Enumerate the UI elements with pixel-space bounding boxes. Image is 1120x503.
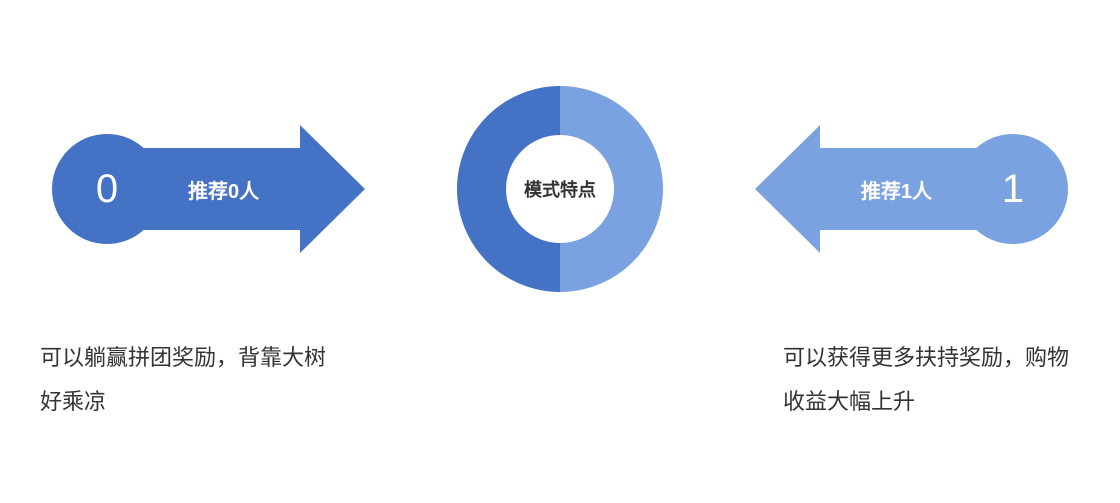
right-description: 可以获得更多扶持奖励，购物收益大幅上升 <box>783 336 1083 424</box>
left-number-circle: 0 <box>52 134 162 244</box>
donut-label: 模式特点 <box>524 176 596 202</box>
left-number: 0 <box>96 167 118 212</box>
diagram-canvas: 推荐0人 0 推荐1人 1 模式特点 可以躺赢拼团奖励，背靠大树好乘凉 可以获得… <box>0 0 1120 503</box>
donut-inner: 模式特点 <box>506 135 614 243</box>
right-arrow-label: 推荐1人 <box>861 175 932 204</box>
right-number-circle: 1 <box>958 134 1068 244</box>
center-donut: 模式特点 <box>457 86 663 292</box>
right-arrow-head <box>755 125 820 253</box>
left-description-text: 可以躺赢拼团奖励，背靠大树好乘凉 <box>40 345 326 414</box>
right-arrow: 推荐1人 <box>755 148 990 230</box>
left-arrow-label: 推荐0人 <box>188 175 259 204</box>
left-arrow: 推荐0人 <box>130 148 365 230</box>
right-number: 1 <box>1002 167 1024 212</box>
left-arrow-head <box>300 125 365 253</box>
right-description-text: 可以获得更多扶持奖励，购物收益大幅上升 <box>783 345 1069 414</box>
left-description: 可以躺赢拼团奖励，背靠大树好乘凉 <box>40 336 340 424</box>
